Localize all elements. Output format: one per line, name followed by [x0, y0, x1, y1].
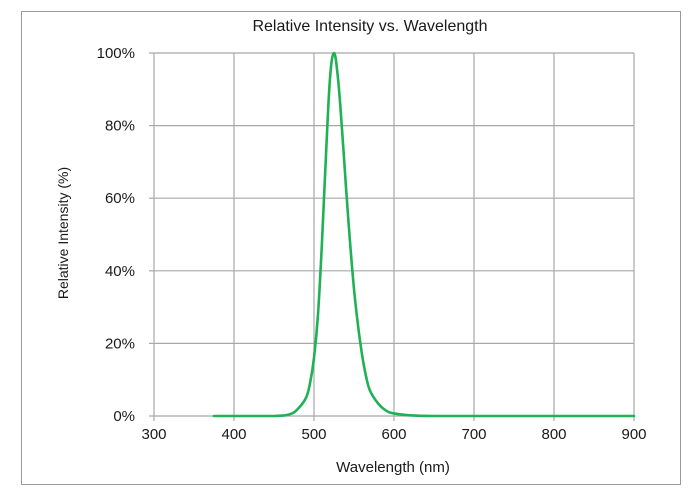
y-tick-label: 100%	[97, 45, 135, 62]
x-tick-label: 600	[381, 426, 406, 443]
tick-labels: 300 400 500 600 700 800 900 0% 20% 40% 60% 80% 100%	[97, 45, 647, 443]
grid	[149, 52, 635, 421]
x-tick-label: 400	[221, 426, 246, 443]
y-tick-label: 20%	[105, 335, 135, 352]
x-tick-label: 700	[461, 426, 486, 443]
y-tick-label: 0%	[113, 408, 135, 425]
x-axis-label: Wavelength (nm)	[336, 459, 450, 476]
series-line	[212, 51, 636, 418]
series-layer	[212, 51, 636, 418]
x-tick-label: 300	[141, 426, 166, 443]
y-tick-label: 60%	[105, 190, 135, 207]
y-tick-label: 40%	[105, 263, 135, 280]
x-tick-label: 900	[621, 426, 646, 443]
y-tick-label: 80%	[105, 118, 135, 135]
y-axis-label: Relative Intensity (%)	[55, 167, 71, 299]
chart-title: Relative Intensity vs. Wavelength	[252, 18, 487, 35]
x-tick-label: 500	[301, 426, 326, 443]
x-tick-label: 800	[541, 426, 566, 443]
